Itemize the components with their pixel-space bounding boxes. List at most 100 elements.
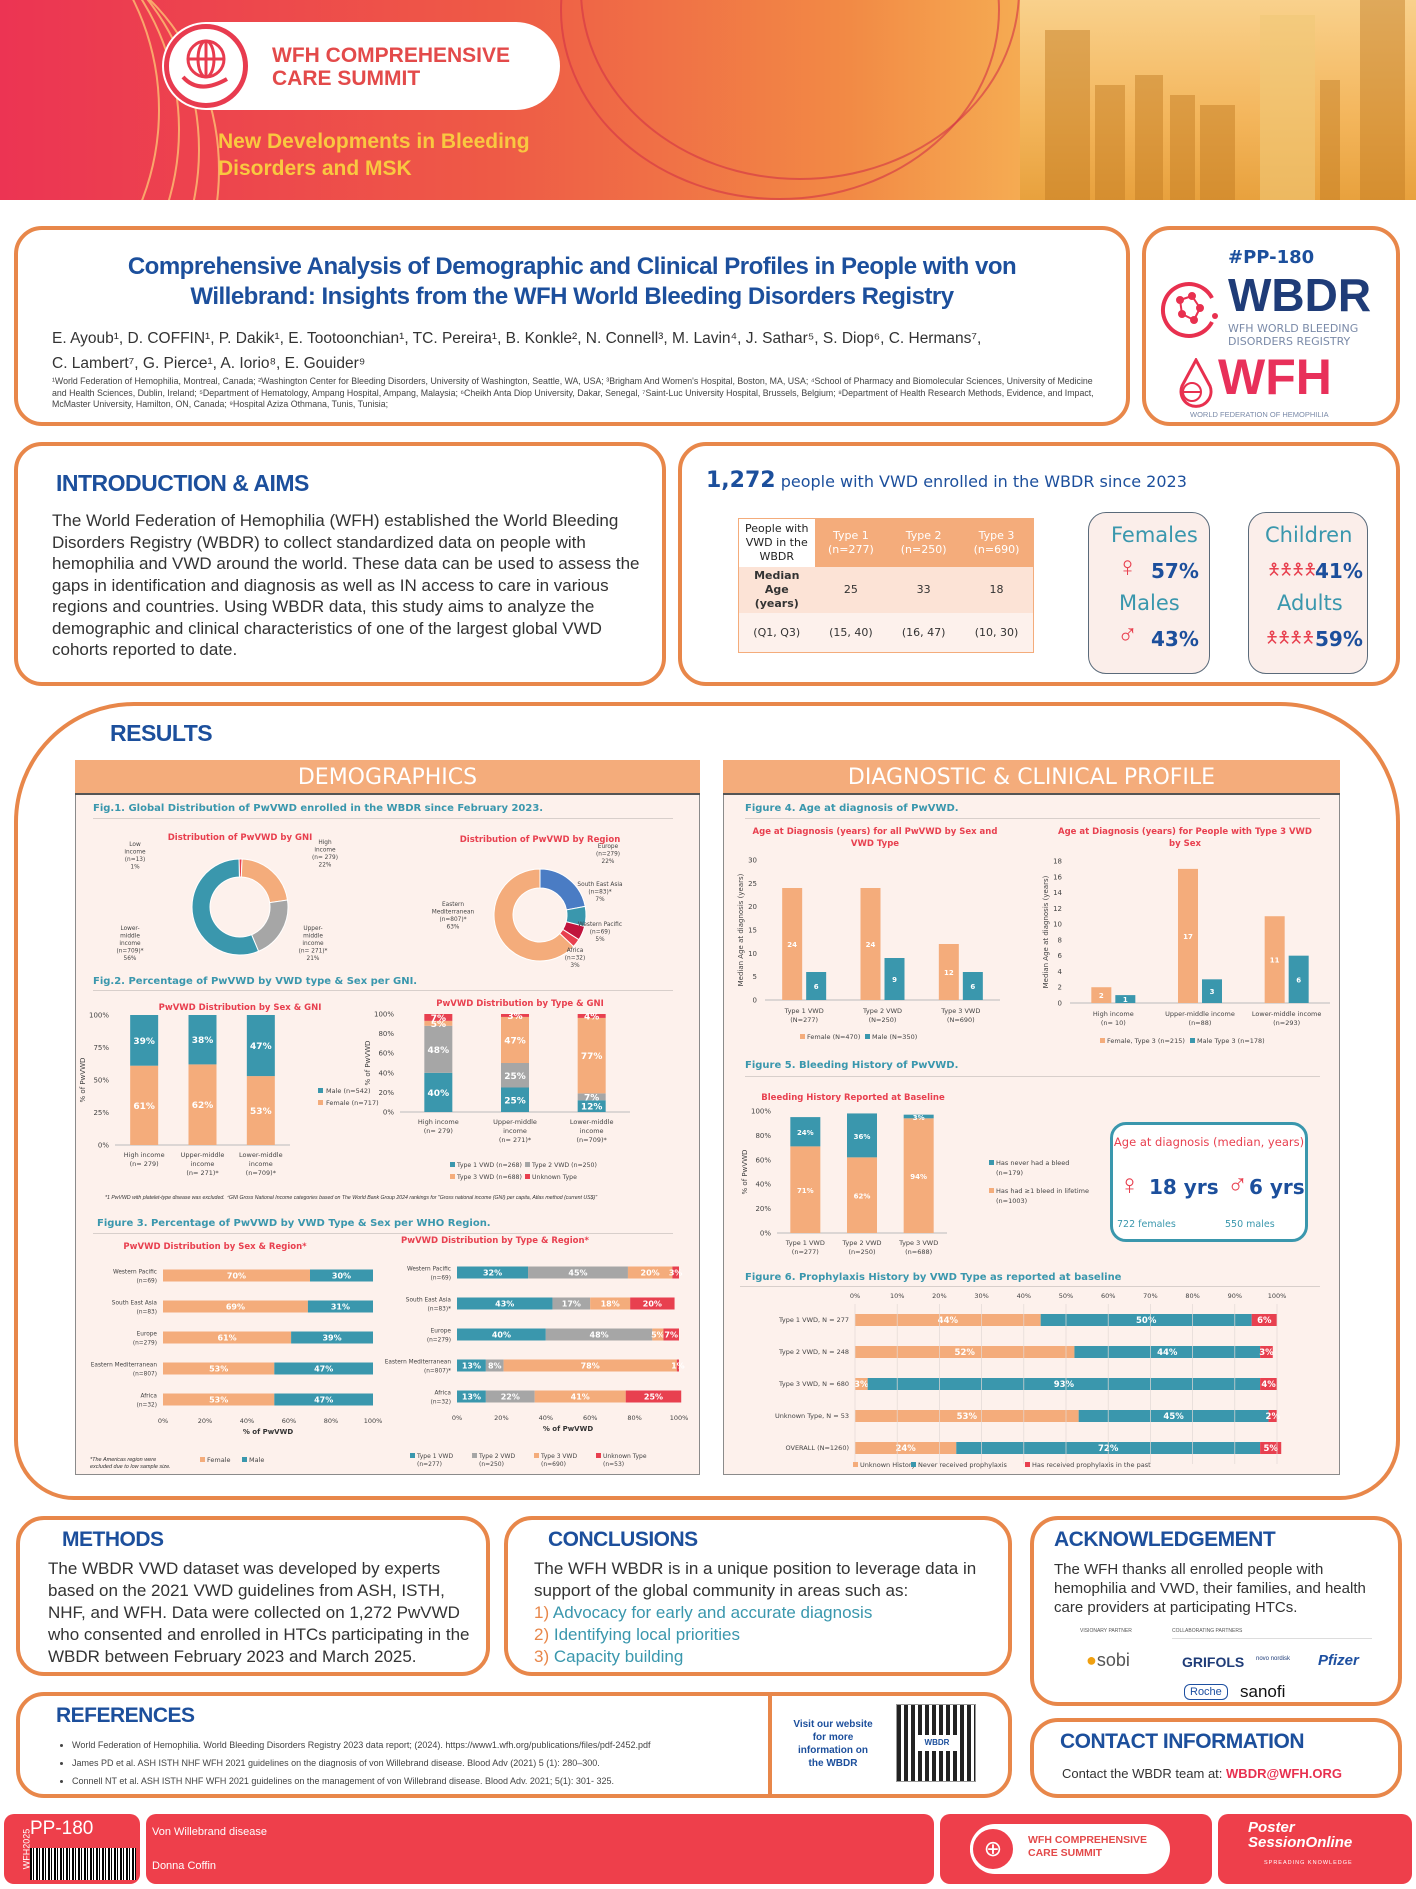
reference-item: Connell NT et al. ASH ISTH NHF WFH 2021 … (72, 1772, 772, 1790)
y-tick-label: 40% (378, 1069, 394, 1077)
donut-label: Upper- (303, 926, 322, 932)
bar-segment (310, 1269, 373, 1282)
bar-segment (163, 1362, 275, 1375)
y-tick-label: (n=83)* (428, 1307, 451, 1313)
donut-label: (n=32) (565, 956, 585, 962)
bar-segment (1260, 1346, 1273, 1358)
x-tick-label: (n=709)* (246, 1169, 277, 1177)
male-count: 550 males (1225, 1219, 1275, 1230)
fig4-title: Figure 4. Age at diagnosis of PwVWD. (745, 803, 959, 814)
bar-segment (1040, 1314, 1252, 1326)
data-label: 52% (955, 1348, 976, 1358)
data-label: 78% (581, 1362, 600, 1371)
bar (962, 972, 983, 1000)
event-subtitle-line2: Disorders and MSK (218, 157, 412, 180)
data-label: 13% (462, 1362, 481, 1371)
x-tick-label: Type 2 VWD (841, 1239, 881, 1247)
bar (860, 888, 881, 1000)
divider (93, 1233, 673, 1234)
wbdr-subtitle-line1: WFH WORLD BLEEDING (1228, 322, 1359, 335)
female-median-age: 18 yrs (1149, 1175, 1219, 1199)
y-tick-label: (n=807)* (424, 1369, 451, 1375)
data-label: 44% (938, 1316, 959, 1326)
male-median-age: 6 yrs (1249, 1175, 1305, 1199)
poster-id-tile: WFH2025 PP-180 (4, 1814, 140, 1884)
donut-slice (191, 858, 260, 956)
donut-label: income (124, 850, 146, 856)
methods-body: The WBDR VWD dataset was developed by ex… (48, 1559, 470, 1666)
summary-section: 1,272 people with VWD enrolled in the WB… (678, 442, 1400, 686)
data-label: 53% (209, 1365, 228, 1374)
cell: (16, 47) (901, 625, 946, 639)
cell: 25 (843, 583, 858, 596)
children-label: Children (1265, 523, 1353, 547)
x-tick-label: 30% (974, 1292, 988, 1300)
x-tick-label: (N=250) (869, 1016, 897, 1024)
bar-segment (867, 1378, 1261, 1390)
pso-tagline: SPREADING KNOWLEDGE (1264, 1860, 1353, 1866)
x-tick-label: (n= 10) (1101, 1019, 1126, 1027)
legend-label: Type 1 VWD (416, 1453, 453, 1460)
legend-label: Unknown Type (603, 1453, 647, 1460)
data-label: 48% (590, 1331, 609, 1340)
x-tick-label: 0% (158, 1417, 168, 1425)
contact-heading: CONTACT INFORMATION (1060, 1730, 1305, 1753)
donut-label: Low (129, 842, 141, 848)
y-tick-label: 20 (748, 903, 757, 911)
y-tick-label: 12 (1053, 905, 1062, 913)
y-tick-label: 25% (93, 1109, 109, 1117)
y-axis-label: % of PwVWD (364, 1041, 372, 1086)
pso-text: Poster SessionOnline (1248, 1820, 1352, 1850)
female-person-icon: ♀ (1119, 1169, 1140, 1200)
y-tick-label: 50% (93, 1077, 109, 1085)
data-label: 9 (892, 976, 897, 984)
bar-segment (903, 1118, 934, 1233)
data-label: 62% (854, 1193, 871, 1201)
fig4-bar-charts: Age at Diagnosis (years) for all PwVWD b… (737, 827, 1330, 1045)
wbdr-subtitle: WFH WORLD BLEEDING DISORDERS REGISTRY (1228, 322, 1358, 348)
reference-item: James PD et al. ASH ISTH NHF WFH 2021 gu… (72, 1754, 772, 1772)
data-label: 6% (1257, 1316, 1272, 1326)
y-tick-label: Type 3 VWD, N = 680 (778, 1380, 849, 1388)
bar-segment (457, 1328, 546, 1341)
bar-segment (188, 1064, 217, 1145)
x-tick-label: 10% (890, 1292, 904, 1300)
data-label: 39% (322, 1334, 341, 1343)
bar-segment (534, 1390, 626, 1403)
donut-label: 3% (570, 963, 580, 969)
data-label: 47% (250, 1042, 272, 1052)
data-label: 93% (1054, 1380, 1075, 1390)
y-tick-label: 25 (748, 880, 757, 888)
bar-segment (291, 1331, 373, 1344)
qr-code[interactable]: WBDR (896, 1704, 976, 1782)
affiliations: ¹World Federation of Hemophilia, Montrea… (52, 376, 1094, 409)
logos-section: #PP-180 WBDR WFH WORLD BLEEDING DISORDERS… (1142, 226, 1400, 426)
globe-hand-icon (164, 24, 248, 108)
data-label: 45% (1163, 1412, 1184, 1422)
legend-swatch (450, 1162, 455, 1167)
data-label: 7% (431, 1014, 446, 1024)
roche-logo: Roche (1184, 1684, 1228, 1700)
methods-section: METHODS The WBDR VWD dataset was develop… (16, 1516, 490, 1676)
y-tick-label: Type 2 VWD, N = 248 (778, 1348, 849, 1356)
data-label: 47% (504, 1036, 526, 1046)
data-label: 3% (507, 1012, 522, 1022)
male-person-icon: ♂ (1227, 1169, 1248, 1200)
contact-section: CONTACT INFORMATION Contact the WBDR tea… (1030, 1718, 1402, 1798)
pfizer-logo: Pfizer (1318, 1652, 1359, 1669)
x-tick-label: 100% (1268, 1292, 1287, 1300)
bar-segment (855, 1346, 1075, 1358)
data-label: 3 (1210, 988, 1215, 996)
x-tick-label: income (503, 1127, 527, 1135)
contact-email-link[interactable]: WBDR@WFH.ORG (1226, 1766, 1342, 1781)
bar-segment (652, 1328, 664, 1341)
title-section: Comprehensive Analysis of Demographic an… (14, 226, 1130, 426)
chart-title: Age at Diagnosis (years) for People with… (1058, 827, 1312, 837)
conclusion-item: 3) Capacity building (534, 1646, 872, 1668)
row-label: Median Age (years) (754, 568, 800, 610)
bar-segment (501, 1016, 529, 1063)
legend-label: Male (n=542) (326, 1087, 371, 1095)
legend-swatch (534, 1453, 539, 1458)
acknowledgement-section: ACKNOWLEDGEMENT The WFH thanks all enrol… (1030, 1516, 1402, 1706)
y-tick-label: South East Asia (112, 1301, 158, 1307)
